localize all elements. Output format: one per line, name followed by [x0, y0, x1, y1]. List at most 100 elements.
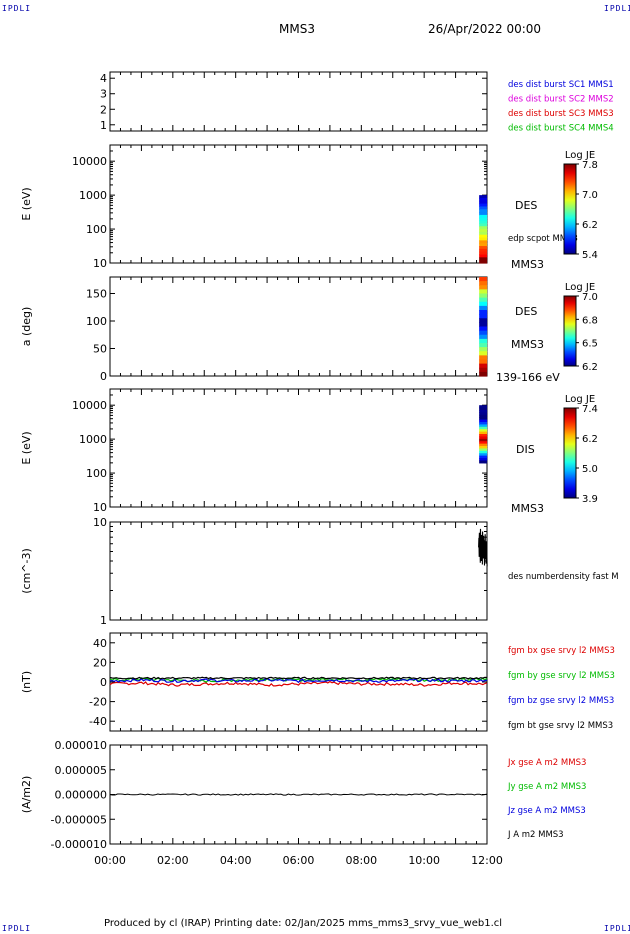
panel2-heatmap-cell: [479, 231, 488, 236]
panel1-ytick-label: 3: [100, 88, 107, 101]
panel4-heatmap-cell: [479, 460, 488, 464]
current-series-label: Jz gse A m2 MMS3: [507, 806, 586, 816]
x-tick-label: 06:00: [283, 854, 315, 867]
x-tick-label: 00:00: [94, 854, 126, 867]
panel4-heatmap-cell: [479, 429, 488, 433]
panel3-heatmap-cell: [479, 314, 488, 319]
panel2-colorbar-label: 6.2: [582, 220, 598, 231]
panel3-heatmap-cell: [479, 318, 488, 323]
panel3-heatmap-cell: [479, 367, 488, 373]
panel2-heatmap-cell: [479, 246, 488, 250]
panel4-heatmap-cell: [479, 417, 488, 421]
panel3-right-label: MMS3: [511, 338, 544, 351]
panel4-ytick-label: 10: [93, 501, 107, 514]
panel4-heatmap-cell: [479, 443, 488, 447]
panel4-heatmap-cell: [479, 412, 488, 416]
current-series-label: Jy gse A m2 MMS3: [507, 782, 586, 792]
x-tick-label: 02:00: [157, 854, 189, 867]
panel3-colorbar-title: Log JE: [565, 282, 595, 293]
panel4-heatmap-cell: [479, 422, 488, 426]
panel4-right-label: DIS: [516, 443, 535, 456]
panel2-heatmap-cell: [479, 223, 488, 227]
panel2-heatmap-cell: [479, 200, 488, 205]
panel2-right-label: MMS3: [511, 258, 544, 271]
x-tick-label: 04:00: [220, 854, 252, 867]
panel2-heatmap-cell: [479, 203, 488, 208]
panel3-colorbar-label: 6.2: [582, 362, 598, 373]
panel1-frame: [109, 71, 488, 132]
corner-label-top-left: IPDLI: [2, 4, 32, 13]
field-series-label: fgm bx gse srvy l2 MMS3: [508, 646, 615, 656]
panel7-ylabel: (A/m2): [20, 776, 33, 814]
panel2-colorbar-label: 5.4: [582, 250, 598, 261]
panel2-ylabel: E (eV): [20, 187, 33, 220]
panel3-heatmap-cell: [479, 351, 488, 356]
panel1-ytick-label: 1: [100, 119, 107, 132]
panel4-heatmap-cell: [479, 458, 488, 462]
spacecraft-title: MMS3: [279, 22, 315, 36]
footer-credit: Produced by cl (IRAP) Printing date: 02/…: [104, 918, 503, 929]
panel4-frame: [109, 388, 488, 508]
panel3-heatmap-cell: [479, 363, 488, 369]
panel6-ytick-label: 20: [93, 656, 107, 669]
density-series-label: des numberdensity fast M: [508, 572, 619, 582]
current-series-label: Jx gse A m2 MMS3: [507, 758, 586, 768]
panel7-ytick-label: -0.000010: [51, 838, 107, 851]
panel3-ytick-label: 100: [86, 315, 107, 328]
x-tick-label: 10:00: [408, 854, 440, 867]
panel2-heatmap-cell: [479, 226, 488, 230]
panel3-heatmap-cell: [479, 322, 488, 328]
panel7-ytick-label: 0.000005: [55, 764, 108, 777]
panel2-heatmap-cell: [479, 260, 488, 264]
x-tick-label: 12:00: [471, 854, 503, 867]
panel3-heatmap-cell: [479, 305, 488, 311]
panel4-heatmap-cell: [479, 419, 488, 423]
panel2-heatmap-cell: [479, 195, 488, 199]
panel3-heatmap-cell: [479, 310, 488, 315]
panel3-ylabel: a (deg): [20, 307, 33, 347]
panel1-ytick-label: 4: [100, 72, 107, 85]
panel4-heatmap-cell: [479, 405, 488, 409]
panel2-heatmap-cell: [479, 229, 488, 233]
panel4-colorbar-label: 3.9: [582, 494, 598, 505]
panel2-heatmap-cell: [479, 206, 488, 210]
panel3-colorbar-label: 7.0: [582, 292, 598, 303]
panel3-heatmap-cell: [479, 343, 488, 348]
panel2-heatmap-cell: [479, 240, 488, 244]
panel3-colorbar: [563, 295, 577, 367]
panel2-colorbar-label: 7.0: [582, 190, 598, 201]
x-tick-label: 08:00: [345, 854, 377, 867]
field-series-label: fgm bz gse srvy l2 MMS3: [508, 696, 614, 706]
panel4-heatmap-cell: [479, 453, 488, 457]
panel3-heatmap-cell: [479, 338, 488, 344]
panel6-ytick-label: -20: [89, 696, 107, 709]
panel3-heatmap-cell: [479, 301, 488, 307]
panel4-heatmap-cell: [479, 446, 488, 450]
legend-entry: des dist burst SC4 MMS4: [508, 124, 614, 134]
panel3-heatmap-cell: [479, 281, 488, 286]
legend-entry: des dist burst SC3 MMS3: [508, 109, 614, 119]
panel2-ytick-label: 10: [93, 257, 107, 270]
field-series-label: fgm bt gse srvy l2 MMS3: [508, 721, 613, 731]
panel1-ytick-label: 2: [100, 103, 107, 116]
panel4-ytick-label: 100: [86, 467, 107, 480]
panel4-heatmap-cell: [479, 441, 488, 445]
panel3-heatmap-cell: [479, 285, 488, 290]
panel3-heatmap-cell: [479, 334, 488, 340]
panel4-heatmap-cell: [479, 436, 488, 440]
panel4-heatmap-cell: [479, 438, 488, 442]
panel2-right-label: edp scpot MMS3: [508, 234, 578, 244]
panel6-ylabel: (nT): [20, 671, 33, 693]
panel4-colorbar: [563, 407, 577, 499]
panel2-heatmap-cell: [479, 212, 488, 216]
panel6-ytick-label: -40: [89, 715, 107, 728]
panel2-colorbar-label: 7.8: [582, 160, 598, 171]
corner-label-top-right: IPDLI: [604, 4, 630, 13]
panel2-ytick-label: 1000: [79, 189, 107, 202]
panel7-ytick-label: 0.000000: [55, 789, 108, 802]
panel2-heatmap-cell: [479, 197, 488, 202]
panel4-ytick-label: 10000: [72, 399, 107, 412]
panel3-colorbar-label: 6.5: [582, 339, 598, 350]
panel4-heatmap-cell: [479, 426, 488, 430]
